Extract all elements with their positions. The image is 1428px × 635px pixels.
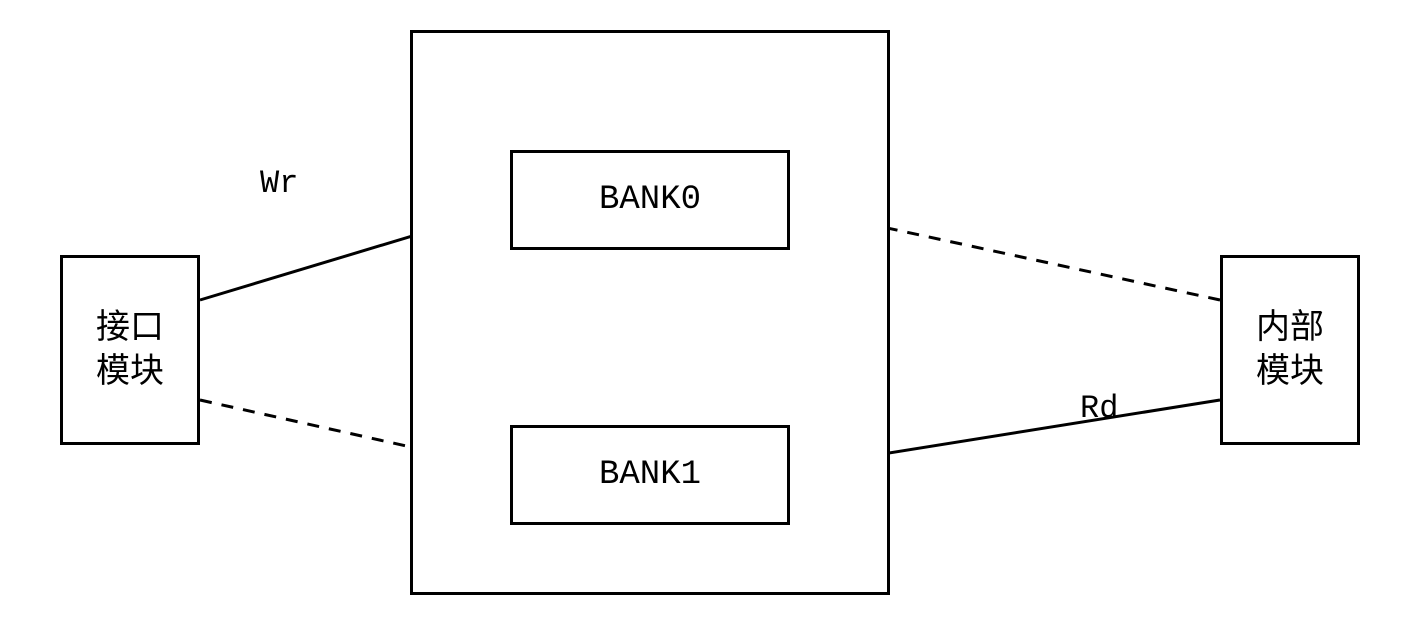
bank0-box: BANK0 xyxy=(510,150,790,250)
bank0-label: BANK0 xyxy=(599,178,701,222)
internal-module-box: 内部 模块 xyxy=(1220,255,1360,445)
interface-module-label: 接口 模块 xyxy=(96,306,164,394)
interface-module-box: 接口 模块 xyxy=(60,255,200,445)
edge-label-rd: Rd xyxy=(1080,390,1118,427)
bank1-label: BANK1 xyxy=(599,453,701,497)
edge-label-wr: Wr xyxy=(260,165,298,202)
bank1-box: BANK1 xyxy=(510,425,790,525)
internal-module-label: 内部 模块 xyxy=(1256,306,1324,394)
